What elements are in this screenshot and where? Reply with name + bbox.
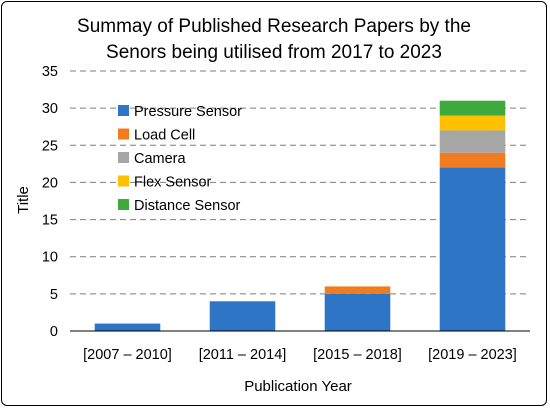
bar-segment-pressure-sensor bbox=[439, 167, 506, 331]
y-tick-label: 15 bbox=[42, 213, 58, 229]
y-tick-label: 20 bbox=[42, 175, 58, 191]
bar-segment-load-cell bbox=[439, 152, 506, 168]
bar-segment-pressure-sensor bbox=[209, 301, 276, 331]
legend: Pressure Sensor Load Cell Camera Flex Senso… bbox=[118, 104, 242, 214]
bar-segment-camera bbox=[439, 130, 506, 153]
legend-item: Load Cell bbox=[118, 128, 195, 144]
y-tick-label: 25 bbox=[42, 138, 58, 154]
legend-swatch bbox=[118, 128, 129, 140]
y-tick-label: 30 bbox=[42, 101, 58, 117]
x-tick-label: [2007 – 2010] bbox=[83, 347, 172, 363]
y-tick-label: 0 bbox=[50, 324, 58, 340]
legend-swatch bbox=[118, 199, 129, 210]
bar-segment-flex-sensor bbox=[439, 115, 506, 131]
legend-label: Flex Sensor bbox=[134, 175, 212, 191]
bar-segment-pressure-sensor bbox=[324, 293, 391, 331]
x-axis-label: Publication Year bbox=[244, 378, 352, 395]
chart-title-line-1: Summay of Published Research Papers by t… bbox=[77, 16, 471, 37]
legend-item: Pressure Sensor bbox=[118, 104, 242, 120]
y-tick-labels: 0 5 10 15 20 25 30 35 bbox=[42, 64, 58, 340]
x-tick-label: [2015 – 2018] bbox=[313, 347, 402, 363]
legend-label: Pressure Sensor bbox=[134, 104, 242, 120]
legend-swatch bbox=[118, 105, 129, 116]
chart-title: Summay of Published Research Papers by t… bbox=[77, 16, 471, 63]
x-tick-label: [2011 – 2014] bbox=[199, 347, 287, 363]
bar-segment-load-cell bbox=[324, 286, 391, 294]
x-tick-labels: [2007 – 2010] [2011 – 2014] [2015 – 2018] [… bbox=[83, 347, 517, 363]
legend-label: Distance Sensor bbox=[134, 198, 241, 214]
legend-item: Distance Sensor bbox=[118, 198, 241, 214]
legend-label: Camera bbox=[134, 151, 187, 167]
legend-swatch bbox=[118, 175, 129, 187]
x-tick-label: [2019 – 2023] bbox=[428, 347, 517, 363]
bars bbox=[94, 100, 506, 331]
y-tick-label: 35 bbox=[42, 64, 58, 80]
legend-label: Load Cell bbox=[134, 128, 195, 144]
y-tick-label: 10 bbox=[42, 250, 58, 266]
y-axis-label: Title bbox=[15, 186, 32, 214]
bar-segment-distance-sensor bbox=[439, 100, 506, 116]
chart-title-line-2: Senors being utilised from 2017 to 2023 bbox=[106, 42, 442, 63]
y-tick-label: 5 bbox=[50, 287, 58, 303]
legend-item: Camera bbox=[118, 151, 187, 167]
legend-item: Flex Sensor bbox=[118, 175, 212, 191]
legend-swatch bbox=[118, 152, 129, 163]
bar-segment-pressure-sensor bbox=[94, 323, 161, 331]
